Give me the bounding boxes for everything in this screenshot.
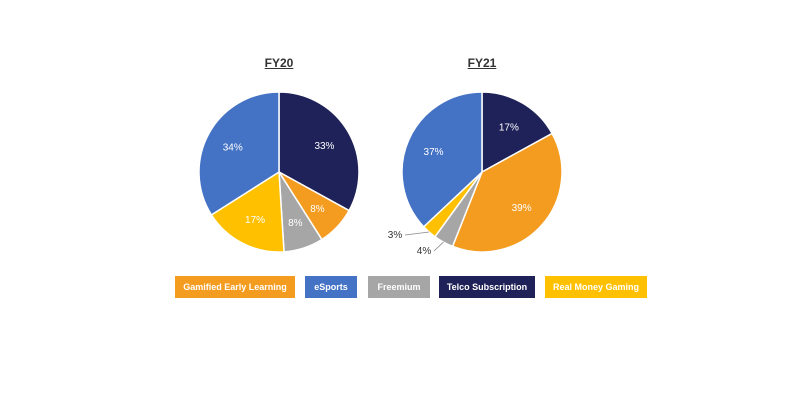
pie-label-fy20-esports: 34% bbox=[223, 143, 243, 154]
legend-item-gamified-early-learning: Gamified Early Learning bbox=[175, 276, 295, 298]
pie-slice-fy20-real-money-gaming bbox=[210, 170, 285, 253]
pie-slice-fy21-gamified-early-learning bbox=[451, 132, 563, 253]
pie-label-fy21-esports: 37% bbox=[424, 147, 444, 158]
pie-slice-fy20-esports bbox=[198, 91, 280, 216]
pie-label-fy21-freemium: 4% bbox=[417, 246, 432, 257]
pie-label-fy20-freemium: 8% bbox=[288, 218, 303, 229]
pie-slice-fy21-telco-subscription bbox=[481, 91, 554, 174]
legend-item-telco-subscription: Telco Subscription bbox=[439, 276, 535, 298]
pie-label-fy20-gamified-early-learning: 8% bbox=[310, 204, 325, 215]
pie-label-fy20-real-money-gaming: 17% bbox=[245, 215, 265, 226]
pie-slice-fy21-esports bbox=[401, 91, 483, 228]
pie-label-fy21-telco-subscription: 17% bbox=[499, 123, 519, 134]
legend-item-freemium: Freemium bbox=[368, 276, 430, 298]
chart-title-fy20: FY20 bbox=[264, 56, 294, 70]
pie-label-fy20-telco-subscription: 33% bbox=[314, 141, 334, 152]
pie-slice-fy20-telco-subscription bbox=[278, 91, 360, 212]
chart-title-fy21: FY21 bbox=[467, 56, 497, 70]
pie-label-fy21-real-money-gaming: 3% bbox=[388, 230, 403, 241]
legend-item-esports: eSports bbox=[305, 276, 357, 298]
pie-label-fy21-gamified-early-learning: 39% bbox=[512, 203, 532, 214]
pie-leader-line-fy21-freemium bbox=[433, 241, 444, 252]
pie-leader-line-fy21-real-money-gaming bbox=[404, 231, 430, 236]
legend-item-real-money-gaming: Real Money Gaming bbox=[545, 276, 647, 298]
